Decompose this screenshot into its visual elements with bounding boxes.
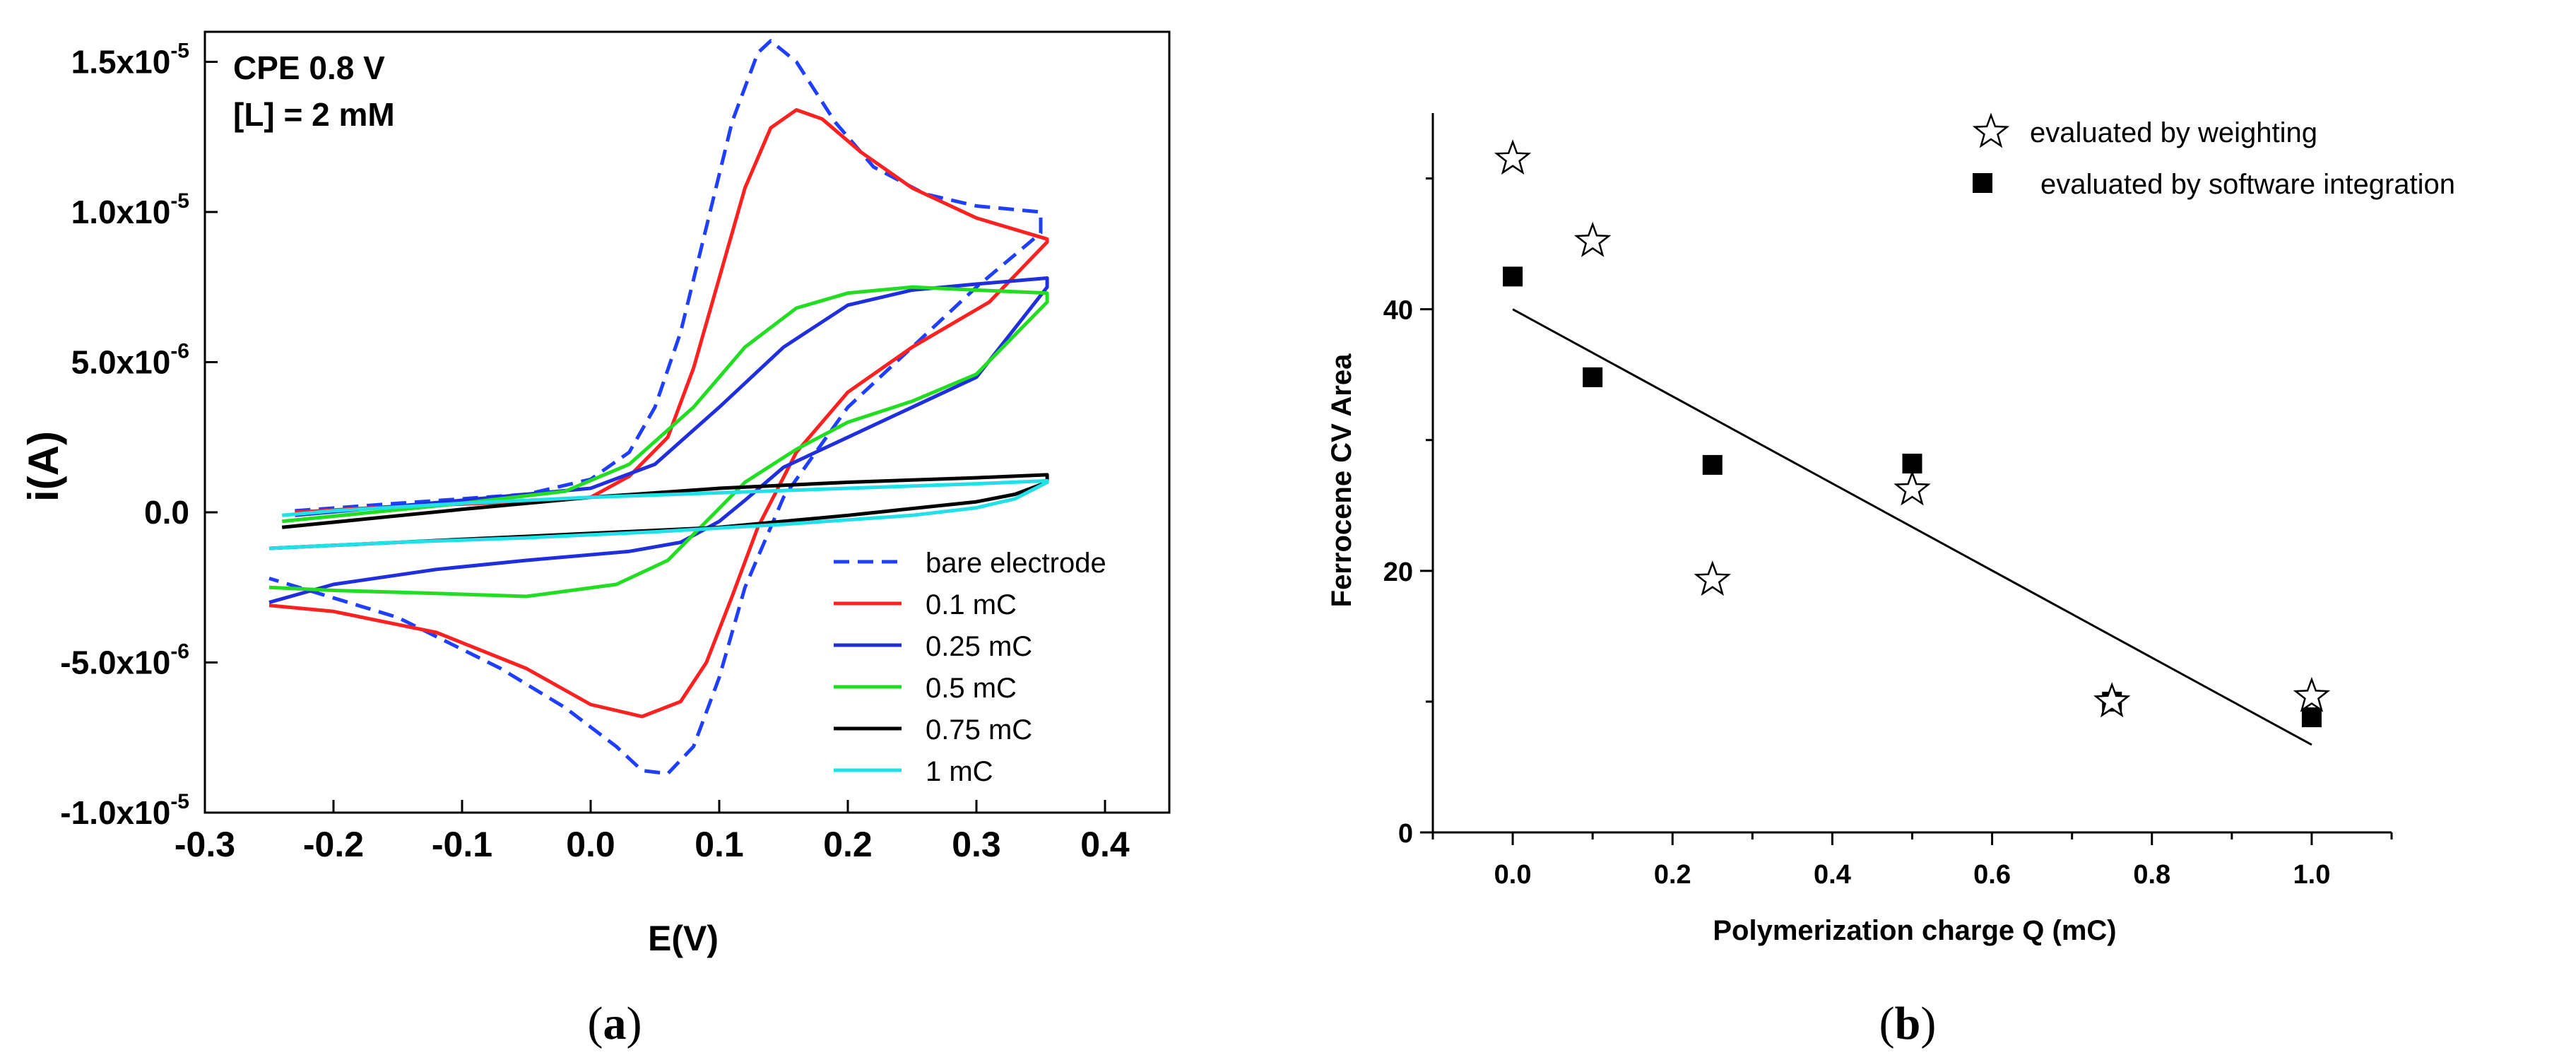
panel-a-plot-frame [203,30,1171,814]
panel-a-caption: (a) [588,998,642,1049]
panel-b-fit-line [1512,308,2312,746]
panel-b-y-axis-label: Ferrocene CV Area [1326,353,1357,607]
panel-a-legend-label: 0.1 mC [926,589,1017,620]
panel-a: -1.0x10-5-5.0x10-60.05.0x10-61.0x10-51.5… [20,30,1171,958]
panel-a-legend-label: 1 mC [926,756,993,787]
panel-a-y-tick-mantissa: 1.0x10 [71,194,171,230]
panel-b-x-tick-label: 0.4 [1814,860,1851,890]
panel-a-y-tick-mantissa: -5.0x10 [60,644,170,681]
panel-a-y-tick-mantissa: 5.0x10 [71,344,171,381]
panel-b-y-tick-label: 0 [1398,819,1413,849]
panel-b-star-point [2293,676,2331,712]
panel-b-y-tick-label: 20 [1383,558,1413,587]
panel-a-x-tick-label: 0.3 [952,825,1001,864]
panel-b-x-tick-label: 0.0 [1494,860,1532,890]
panel-b-y-ticks: 0 20 40 [1383,177,1433,849]
panel-b-square-point [1583,367,1603,387]
panel-a-series [268,39,1049,776]
panel-a-y-tick-mantissa: -1.0x10 [60,794,170,831]
panel-a-caption-letter: a [603,998,627,1049]
panel-b-square-point [2301,707,2322,728]
panel-b-square-point [1503,266,1523,287]
panel-a-annotation-line-1: CPE 0.8 V [233,49,385,86]
panel-b-legend-label: evaluated by software integration [2040,169,2455,200]
panel-b-star-point [1494,139,1532,175]
panel-a-legend-label: 0.75 mC [926,714,1032,745]
panel-b-legend-square-marker [1973,173,1992,193]
panel-a-series-line-2 [268,276,1049,604]
panel-a-legend-label: 0.25 mC [926,631,1032,662]
panel-b-x-axis-label: Polymerization charge Q (mC) [1713,915,2116,946]
panel-a-x-tick-label: 0.1 [695,825,744,864]
panel-a-x-tick-label: -0.1 [432,825,492,864]
panel-a-y-tick-exponent: -6 [170,640,189,664]
panel-b-star-point [1694,560,1732,596]
panel-a-y-tick-exponent: -5 [170,790,189,813]
panel-a-y-axis-label: i(A) [20,431,67,502]
panel-b-legend: evaluated by weighting evaluated by softw… [1972,112,2455,200]
panel-a-x-tick-label: -0.2 [303,825,364,864]
panel-a-series-line-0 [268,39,1043,776]
panel-a-series-line-5 [268,478,1049,550]
panel-b-x-ticks: 0.0 0.2 0.4 0.6 0.8 1.0 [1431,832,2393,890]
panel-b-points [1494,139,2331,728]
panel-a-annotation-line-2: [L] = 2 mM [233,96,395,133]
panel-b-x-tick-label: 1.0 [2293,860,2331,890]
panel-a-x-tick-label: -0.3 [175,825,235,864]
panel-b-legend-star-marker [1972,112,2010,148]
panel-a-y-tick-mantissa: 0.0 [144,494,189,531]
panel-a-legend-label: 0.5 mC [926,673,1017,704]
panel-a-y-tick-label: -5.0x10-6 [60,640,189,681]
panel-a-series-line-1 [268,108,1049,719]
panel-a-y-tick-exponent: -5 [170,189,189,213]
panel-b-square-point [1702,454,1723,475]
panel-a-legend-label: bare electrode [926,548,1106,579]
panel-a-y-ticks: -1.0x10-5-5.0x10-60.05.0x10-61.0x10-51.5… [60,40,218,831]
panel-b-x-tick-label: 0.6 [1973,860,2011,890]
panel-a-y-tick-label: 5.0x10-6 [71,340,189,381]
panel-b-y-tick-label: 40 [1383,296,1413,326]
panel-b-x-tick-label: 0.2 [1654,860,1691,890]
panel-b-x-tick-label: 0.8 [2133,860,2170,890]
panel-b-legend-label: evaluated by weighting [2030,117,2317,148]
panel-b-star-point [1893,470,1931,506]
panel-a-y-tick-label: 0.0 [144,494,189,531]
panel-b-caption: (b) [1879,998,1937,1049]
panel-a-series-line-3 [268,285,1049,599]
panel-a-y-tick-label: -1.0x10-5 [60,790,189,831]
panel-b: 0 20 40 0.0 0.2 0.4 0.6 0.8 1.0 Ferrocene CV Ar… [1326,112,2455,946]
panel-a-legend: bare electrode 0.1 mC 0.25 mC 0.5 mC 0.75 mC… [834,548,1106,787]
panel-b-square-point [1902,454,1922,474]
panel-a-x-tick-label: 0.2 [823,825,873,864]
panel-a-y-tick-label: 1.5x10-5 [71,40,189,81]
panel-a-y-tick-label: 1.0x10-5 [71,189,189,230]
panel-b-star-point [1573,221,1612,257]
panel-a-x-ticks: -0.3 -0.2 -0.1 0.0 0.1 0.2 0.3 0.4 [175,800,1130,864]
panel-a-y-tick-mantissa: 1.5x10 [71,44,171,81]
panel-b-caption-letter: b [1895,998,1921,1049]
panel-a-y-tick-exponent: -5 [170,40,189,63]
panel-a-y-tick-exponent: -6 [170,340,189,363]
panel-a-x-tick-label: 0.4 [1080,825,1130,864]
panel-a-x-axis-label: E(V) [648,919,719,958]
panel-b-star-point [2093,682,2131,718]
panel-a-x-tick-label: 0.0 [566,825,615,864]
